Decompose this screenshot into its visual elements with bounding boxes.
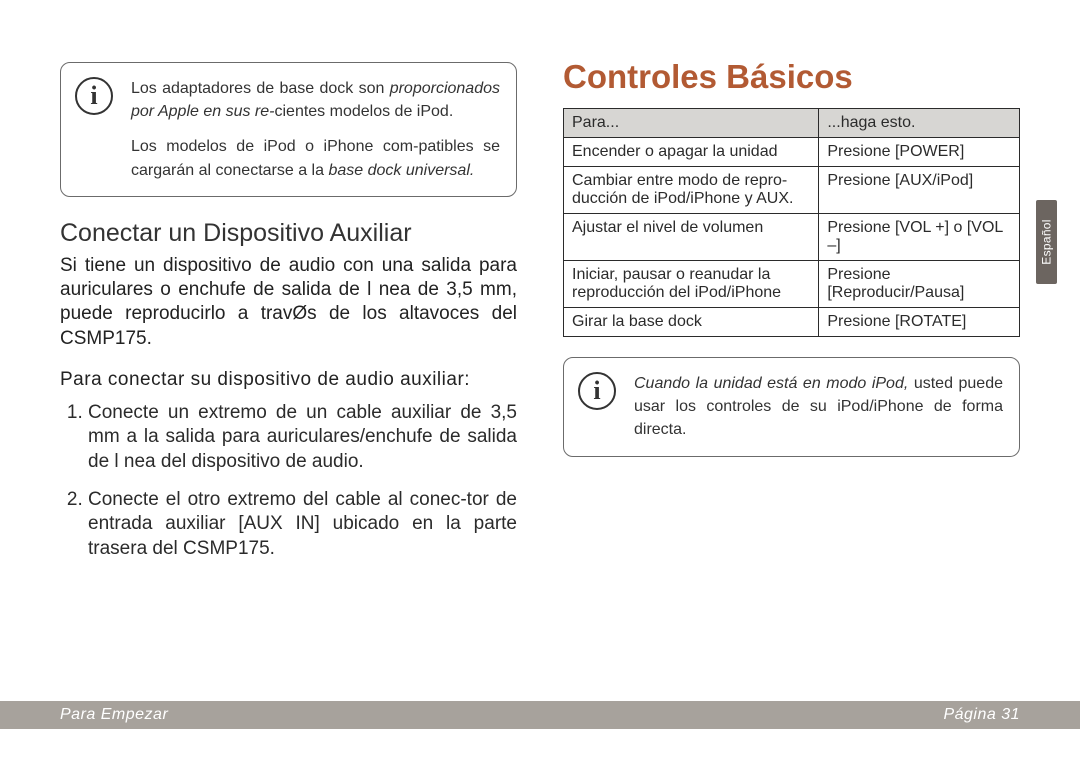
cell: Girar la base dock	[564, 308, 819, 337]
info1-paragraph-1: Los adaptadores de base dock son proporc…	[131, 77, 500, 123]
table-row: Cambiar entre modo de repro-ducción de i…	[564, 167, 1020, 214]
table-row: Girar la base dockPresione [ROTATE]	[564, 308, 1020, 337]
cell: Presione [VOL +] o [VOL –]	[819, 214, 1020, 261]
language-tab: Español	[1036, 200, 1057, 284]
footer-section: Para Empezar	[60, 706, 168, 724]
section-title: Controles Básicos	[563, 58, 1020, 96]
info-icon: i	[578, 372, 616, 410]
table-row: Ajustar el nivel de volumenPresione [VOL…	[564, 214, 1020, 261]
aux-description: Si tiene un dispositivo de audio con una…	[60, 254, 517, 351]
table-body: Encender o apagar la unidadPresione [POW…	[564, 138, 1020, 337]
cell: Ajustar el nivel de volumen	[564, 214, 819, 261]
cell: Presione [AUX/iPod]	[819, 167, 1020, 214]
aux-lead: Para conectar su dispositivo de audio au…	[60, 369, 517, 391]
cell: Iniciar, pausar o reanudar la reproducci…	[564, 261, 819, 308]
step-1: Conecte un extremo de un cable auxiliar …	[88, 401, 517, 474]
text: cientes modelos de iPod.	[274, 103, 453, 120]
th-para: Para...	[564, 109, 819, 138]
table-row: Iniciar, pausar o reanudar la reproducci…	[564, 261, 1020, 308]
left-column: i Los adaptadores de base dock son propo…	[60, 62, 517, 575]
text-italic: Cuando la unidad está en modo iPod,	[634, 375, 908, 392]
manual-page: i Los adaptadores de base dock son propo…	[0, 0, 1080, 761]
info-box-dock-adapters: i Los adaptadores de base dock son propo…	[60, 62, 517, 197]
two-column-layout: i Los adaptadores de base dock son propo…	[60, 62, 1020, 575]
text-italic: base dock universal.	[328, 162, 474, 179]
text: Los adaptadores de base dock son	[131, 80, 390, 97]
cell: Cambiar entre modo de repro-ducción de i…	[564, 167, 819, 214]
cell: Presione [ROTATE]	[819, 308, 1020, 337]
info1-paragraph-2: Los modelos de iPod o iPhone com-patible…	[131, 135, 500, 181]
footer-page: Página 31	[943, 706, 1020, 724]
table-row: Encender o apagar la unidadPresione [POW…	[564, 138, 1020, 167]
step-2: Conecte el otro extremo del cable al con…	[88, 488, 517, 561]
aux-steps: Conecte un extremo de un cable auxiliar …	[60, 401, 517, 561]
table-header-row: Para... ...haga esto.	[564, 109, 1020, 138]
controls-table: Para... ...haga esto. Encender o apagar …	[563, 108, 1020, 337]
info2-text: Cuando la unidad está en modo iPod, uste…	[634, 372, 1003, 442]
cell: Presione [POWER]	[819, 138, 1020, 167]
info-icon: i	[75, 77, 113, 115]
info-box-ipod-mode: i Cuando la unidad está en modo iPod, us…	[563, 357, 1020, 457]
cell: Presione [Reproducir/Pausa]	[819, 261, 1020, 308]
th-haga: ...haga esto.	[819, 109, 1020, 138]
page-footer: Para Empezar Página 31	[0, 701, 1080, 729]
right-column: Controles Básicos Para... ...haga esto. …	[563, 62, 1020, 575]
cell: Encender o apagar la unidad	[564, 138, 819, 167]
tab-label: Español	[1040, 219, 1054, 264]
aux-heading: Conectar un Dispositivo Auxiliar	[60, 219, 517, 248]
